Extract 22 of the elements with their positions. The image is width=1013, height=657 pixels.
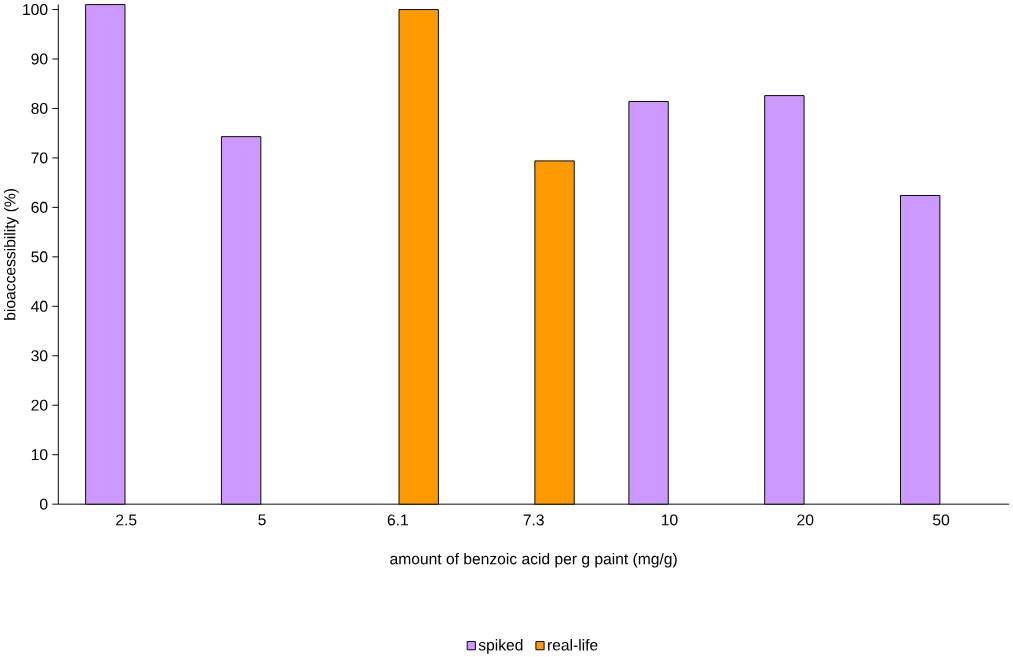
y-tick-label: 10 bbox=[31, 449, 48, 461]
legend-label: spiked bbox=[478, 639, 523, 654]
y-axis-title: bioaccessibility (%) bbox=[4, 189, 19, 320]
x-tick-label: 5 bbox=[258, 514, 266, 526]
x-tick-label: 7.3 bbox=[523, 514, 544, 526]
y-tick-label: 40 bbox=[31, 300, 48, 312]
y-tick-label: 90 bbox=[31, 53, 48, 65]
y-tick-label: 70 bbox=[31, 152, 48, 164]
x-tick-label: 2.5 bbox=[116, 514, 137, 526]
y-tick-label: 50 bbox=[31, 251, 48, 263]
x-tick-label: 6.1 bbox=[387, 514, 408, 526]
y-tick-label: 30 bbox=[31, 350, 48, 362]
x-tick-label: 10 bbox=[661, 514, 678, 526]
y-tick-label: 100 bbox=[23, 4, 48, 16]
y-tick-label: 20 bbox=[31, 399, 48, 411]
y-tick-label: 60 bbox=[31, 201, 48, 213]
y-tick-label: 80 bbox=[31, 102, 48, 114]
x-axis-title: amount of benzoic acid per g paint (mg/g) bbox=[390, 552, 677, 568]
x-tick-label: 20 bbox=[797, 514, 814, 526]
y-tick-label: 0 bbox=[39, 498, 48, 510]
legend-label: real-life bbox=[548, 639, 598, 651]
x-tick-label: 50 bbox=[933, 514, 950, 526]
